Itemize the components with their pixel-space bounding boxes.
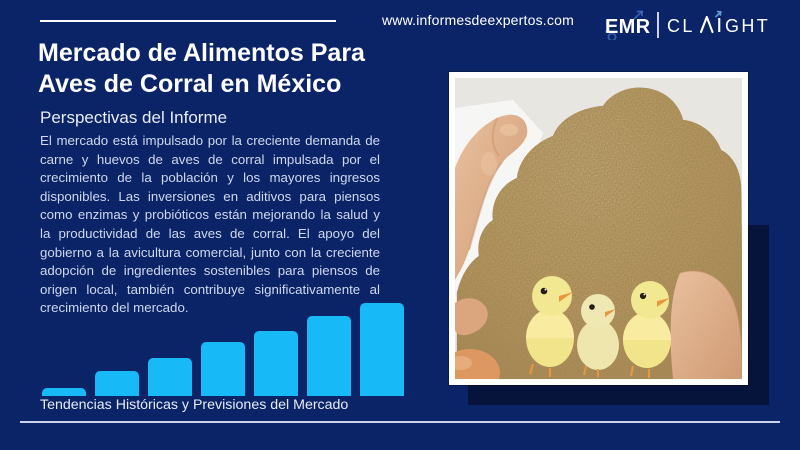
svg-text:GHT: GHT (725, 16, 770, 36)
svg-text:EMR: EMR (605, 16, 651, 38)
svg-text:CL: CL (667, 16, 695, 36)
